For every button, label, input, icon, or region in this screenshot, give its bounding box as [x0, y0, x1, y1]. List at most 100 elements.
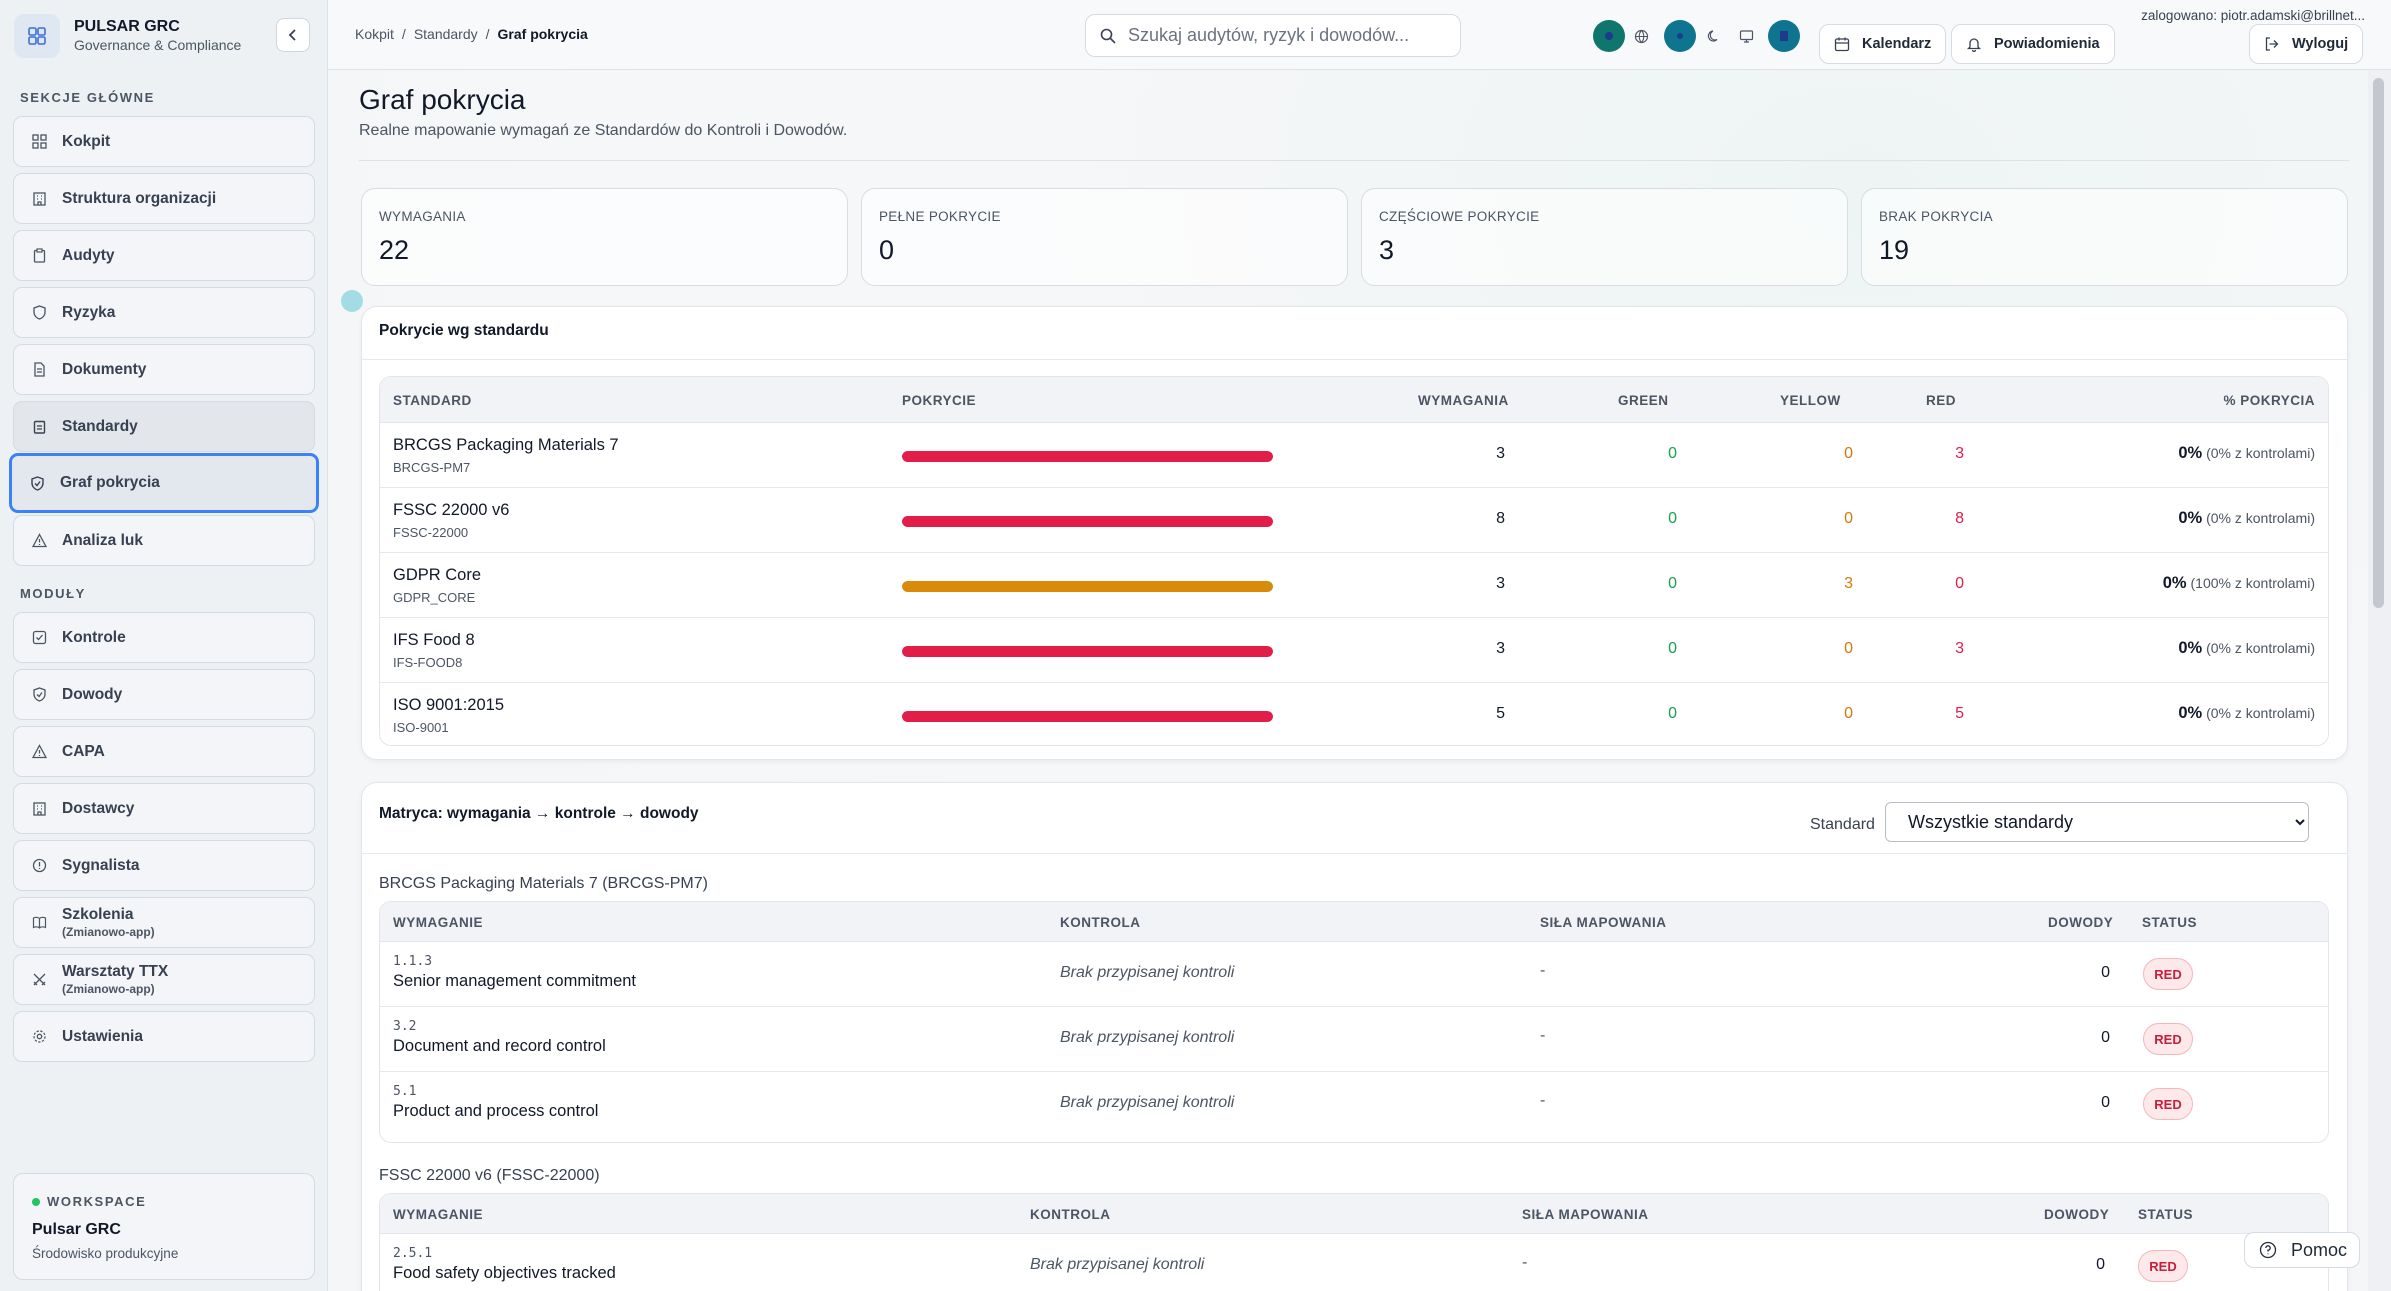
monitor-icon — [1739, 29, 1753, 43]
kpi-label: BRAK POKRYCIA — [1879, 209, 1993, 224]
scrollbar-thumb[interactable] — [2373, 78, 2384, 608]
sidebar-item-dostawcy[interactable]: Dostawcy — [13, 783, 315, 834]
table-row[interactable]: ISO 9001:2015 ISO-9001 5 0 0 5 0% (0% z … — [380, 683, 2328, 745]
coverage-bar-fill — [902, 711, 1273, 722]
sidebar-item-label: Ryzyka — [62, 303, 116, 321]
calendar-button[interactable]: Kalendarz — [1819, 24, 1947, 64]
page-scrollbar[interactable] — [2368, 70, 2391, 1291]
sidebar-item-label: CAPA — [62, 742, 105, 760]
th-status: STATUS — [2138, 1207, 2193, 1222]
sidebar-item-szkolenia[interactable]: Szkolenia (Zmianowo-app) — [13, 897, 315, 948]
th-requirements: WYMAGANIA — [1418, 393, 1509, 408]
layout-button[interactable] — [1768, 20, 1800, 52]
logout-label: Wyloguj — [2292, 36, 2349, 52]
sidebar-item-dowody[interactable]: Dowody — [13, 669, 315, 720]
sidebar-item-ustawienia[interactable]: Ustawienia — [13, 1011, 315, 1062]
standard-filter-select[interactable]: Wszystkie standardy — [1885, 802, 2309, 842]
matrix-card-title: Matryca: wymagania → kontrole → dowody — [379, 805, 699, 822]
notifications-button[interactable]: Powiadomienia — [1951, 24, 2115, 64]
sidebar-item-label: Ustawienia — [62, 1027, 143, 1045]
coverage-bar — [902, 451, 1273, 462]
collapse-sidebar-button[interactable] — [276, 18, 310, 52]
square-icon — [1780, 31, 1788, 41]
requirement-code: 3.2 — [393, 1019, 417, 1034]
table-header: WYMAGANIE KONTROLA SIŁA MAPOWANIA DOWODY… — [380, 902, 2328, 942]
matrix-group-title: FSSC 22000 v6 (FSSC-22000) — [379, 1167, 600, 1184]
sidebar-item-label: Dowody — [62, 685, 123, 703]
logout-button[interactable]: Wyloguj — [2249, 24, 2364, 64]
sidebar-item-audyty[interactable]: Audyty — [13, 230, 315, 281]
workspace-card[interactable]: WORKSPACE Pulsar GRC Środowisko produkcy… — [13, 1173, 315, 1280]
sidebar-item-dokumenty[interactable]: Dokumenty — [13, 344, 315, 395]
topbar: Kokpit / Standardy / Graf pokrycia Kalen… — [328, 0, 2391, 70]
brand[interactable]: PULSAR GRC Governance & Compliance — [14, 14, 314, 58]
sidebar-item-capa[interactable]: CAPA — [13, 726, 315, 777]
sidebar-item-label: Graf pokrycia — [60, 474, 160, 491]
coverage-card: Pokrycie wg standardu STANDARD POKRYCIE … — [361, 306, 2348, 760]
theme-dark-button[interactable] — [1698, 20, 1730, 52]
sidebar-item-label: Kokpit — [62, 132, 111, 150]
pct-value: 0% — [2178, 444, 2203, 462]
control-value: Brak przypisanej kontroli — [1030, 1256, 1205, 1273]
mapping-strength-value: - — [1540, 962, 1546, 979]
sidebar-item-title: Szkolenia — [62, 906, 134, 923]
table-row[interactable]: BRCGS Packaging Materials 7 BRCGS-PM7 3 … — [380, 423, 2328, 488]
sidebar-item-kokpit[interactable]: Kokpit — [13, 116, 315, 167]
status-badge: RED — [2138, 1250, 2188, 1282]
sidebar-item-warsztaty-ttx[interactable]: Warsztaty TTX (Zmianowo-app) — [13, 954, 315, 1005]
table-row[interactable]: FSSC 22000 v6 FSSC-22000 8 0 0 8 0% (0% … — [380, 488, 2328, 553]
th-requirement: WYMAGANIE — [393, 1207, 483, 1222]
table-row[interactable]: 5.1 Product and process control Brak prz… — [380, 1072, 2328, 1137]
matrix-table: WYMAGANIE KONTROLA SIŁA MAPOWANIA DOWODY… — [379, 1193, 2329, 1291]
pct-note: (0% z kontrolami) — [2206, 640, 2315, 656]
th-yellow: YELLOW — [1780, 393, 1841, 408]
control-value: Brak przypisanej kontroli — [1060, 1029, 1235, 1046]
theme-teal-button[interactable] — [1593, 20, 1625, 52]
card-divider — [362, 359, 2347, 360]
breadcrumb-standardy[interactable]: Standardy — [413, 26, 478, 42]
requirements-count: 3 — [1496, 640, 1505, 657]
bell-icon — [1966, 38, 1982, 52]
theme-system-button[interactable] — [1730, 20, 1762, 52]
kpi-full-coverage: PEŁNE POKRYCIE 0 — [861, 188, 1348, 286]
theme-light-button[interactable] — [1664, 20, 1696, 52]
table-row[interactable]: GDPR Core GDPR_CORE 3 0 3 0 0% (100% z k… — [380, 553, 2328, 618]
control-value: Brak przypisanej kontroli — [1060, 964, 1235, 981]
shield-icon — [30, 304, 48, 322]
sidebar-item-title: Warsztaty TTX — [62, 963, 169, 980]
sidebar-item-label: Struktura organizacji — [62, 189, 217, 207]
sidebar-item-sygnalista[interactable]: Sygnalista — [13, 840, 315, 891]
standard-name: GDPR Core — [393, 566, 482, 584]
sidebar-item-sub: (Zmianowo-app) — [62, 982, 155, 996]
section-label-main: SEKCJE GŁÓWNE — [20, 90, 155, 105]
help-button[interactable]: Pomoc — [2244, 1232, 2360, 1268]
th-mapping-strength: SIŁA MAPOWANIA — [1522, 1207, 1649, 1222]
swords-icon — [30, 971, 48, 989]
red-count: 0 — [1955, 575, 1964, 592]
language-button[interactable] — [1625, 20, 1657, 52]
sun-icon — [1677, 33, 1683, 39]
sidebar-item-kontrole[interactable]: Kontrole — [13, 612, 315, 663]
matrix-table: WYMAGANIE KONTROLA SIŁA MAPOWANIA DOWODY… — [379, 901, 2329, 1143]
breadcrumb-kokpit[interactable]: Kokpit — [355, 26, 394, 42]
page-subtitle: Realne mapowanie wymagań ze Standardów d… — [359, 122, 848, 139]
sidebar-item-standardy[interactable]: Standardy — [13, 401, 315, 452]
decorative-dot — [341, 290, 363, 312]
evidence-count: 0 — [2101, 1094, 2110, 1111]
workspace-label-text: WORKSPACE — [47, 1194, 147, 1209]
sidebar-item-ryzyka[interactable]: Ryzyka — [13, 287, 315, 338]
sidebar-item-label: Warsztaty TTX (Zmianowo-app) — [62, 963, 168, 996]
sidebar-item-analiza-luk[interactable]: Analiza luk — [13, 515, 315, 566]
requirement-name: Product and process control — [393, 1102, 599, 1120]
search-box[interactable] — [1085, 14, 1461, 57]
table-row[interactable]: IFS Food 8 IFS-FOOD8 3 0 0 3 0% (0% z ko… — [380, 618, 2328, 683]
coverage-pct: 0% (0% z kontrolami) — [2178, 444, 2315, 463]
table-row[interactable]: 1.1.3 Senior management commitment Brak … — [380, 942, 2328, 1007]
search-input[interactable] — [1128, 25, 1448, 46]
table-row[interactable]: 2.5.1 Food safety objectives tracked Bra… — [380, 1234, 2328, 1291]
yellow-count: 0 — [1844, 510, 1853, 527]
sidebar-item-struktura[interactable]: Struktura organizacji — [13, 173, 315, 224]
table-row[interactable]: 3.2 Document and record control Brak prz… — [380, 1007, 2328, 1072]
sidebar-item-graf-pokrycia[interactable]: Graf pokrycia — [9, 453, 319, 513]
th-green: GREEN — [1618, 393, 1669, 408]
